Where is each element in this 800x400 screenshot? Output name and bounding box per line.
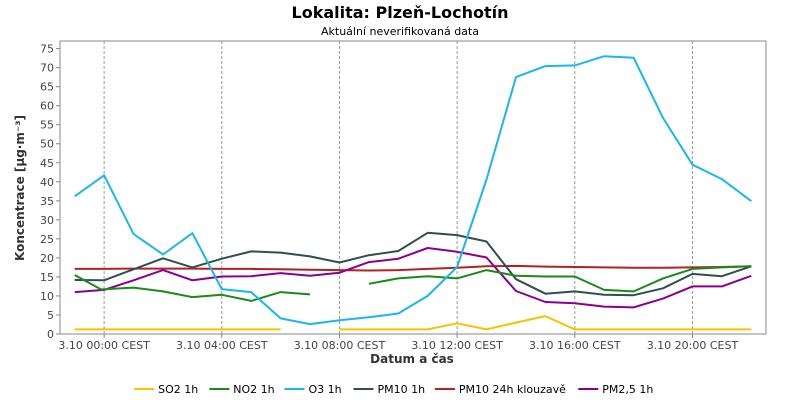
series-line-so2-1h — [74, 315, 752, 331]
legend-label-no2-1h: NO2 1h — [233, 383, 274, 396]
y-tick-label: 75 — [40, 43, 54, 56]
x-tick-label: 3.10 12:00 CEST — [411, 339, 503, 352]
y-tick-label: 55 — [40, 119, 54, 132]
y-tick-label: 0 — [47, 328, 54, 341]
chart-title: Lokalita: Plzeň-Lochotín — [292, 3, 509, 22]
series-line-pm2-5-1h — [74, 247, 752, 309]
series-line-no2-1h — [74, 265, 752, 302]
y-tick-label: 45 — [40, 157, 54, 170]
y-tick-label: 25 — [40, 233, 54, 246]
x-tick-label: 3.10 04:00 CEST — [176, 339, 268, 352]
y-tick-label: 35 — [40, 195, 54, 208]
y-tick-label: 10 — [40, 290, 54, 303]
x-axis-title: Datum a čas — [370, 352, 454, 366]
legend: SO2 1h NO2 1h O3 1h PM10 1h PM10 24h klouzav… — [134, 383, 653, 396]
legend-label-pm10-1h: PM10 1h — [378, 383, 426, 396]
x-tick-label: 3.10 20:00 CEST — [647, 339, 739, 352]
legend-label-pm2-5-1h: PM2,5 1h — [602, 383, 653, 396]
x-tick-label: 3.10 00:00 CEST — [58, 339, 150, 352]
grid — [103, 41, 693, 334]
y-tick-label: 30 — [40, 214, 54, 227]
y-tick-label: 20 — [40, 252, 54, 265]
legend-label-o3-1h: O3 1h — [309, 383, 342, 396]
x-tick-label: 3.10 16:00 CEST — [529, 339, 621, 352]
y-tick-label: 40 — [40, 176, 54, 189]
y-axis-ticks: 0 5 10 15 20 25 30 35 40 45 50 55 60 65 70 75 — [40, 43, 60, 341]
y-tick-label: 65 — [40, 81, 54, 94]
series-line-pm10-24h-klouzav — [74, 264, 752, 272]
x-axis-ticks: 3.10 00:00 CEST 3.10 04:00 CEST 3.10 08:00… — [58, 334, 738, 352]
series-lines — [74, 55, 752, 331]
y-axis-title: Koncentrace [µg·m⁻³] — [13, 115, 27, 261]
x-tick-label: 3.10 08:00 CEST — [294, 339, 386, 352]
chart-subtitle: Aktuální neverifikovaná data — [321, 25, 479, 38]
series-line-o3-1h — [74, 55, 752, 326]
series-line-pm10-1h — [74, 231, 752, 297]
plot-area — [59, 40, 767, 335]
y-tick-label: 5 — [47, 309, 54, 322]
y-tick-label: 50 — [40, 138, 54, 151]
y-tick-label: 70 — [40, 62, 54, 75]
y-tick-label: 60 — [40, 100, 54, 113]
y-tick-label: 15 — [40, 271, 54, 284]
legend-label-so2-1h: SO2 1h — [158, 383, 198, 396]
legend-label-pm10-24h-klouzav: PM10 24h klouzavě — [459, 383, 566, 396]
